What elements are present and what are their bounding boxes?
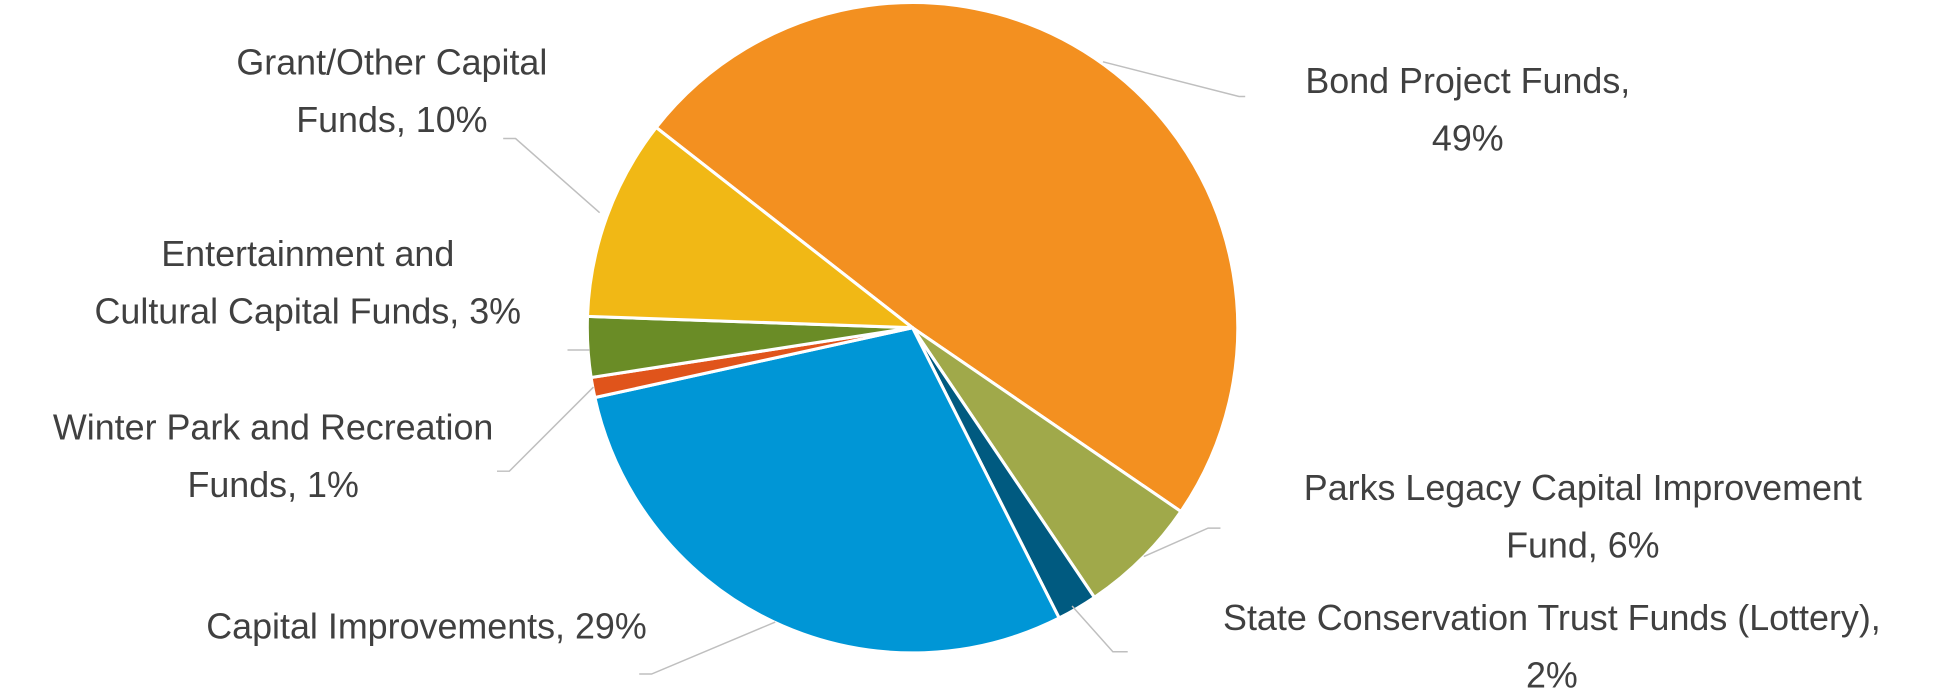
pie-slice: [585, 125, 918, 330]
plot: Bond Project Funds, 49% Parks Legacy Capit…: [53, 0, 1881, 696]
label-line: Funds, 10%: [296, 101, 487, 141]
pie-slice: [654, 0, 1240, 514]
leader-line: [1071, 605, 1128, 653]
data-label: State Conservation Trust Funds (Lottery)…: [1223, 598, 1881, 696]
pie-slice: [593, 325, 1062, 655]
label-line: Fund, 6%: [1506, 526, 1660, 566]
data-label: Grant/Other Capital Funds, 10%: [236, 43, 547, 141]
label-line: 2%: [1526, 656, 1578, 696]
label-line: 49%: [1432, 119, 1504, 159]
leader-line: [639, 621, 776, 675]
leader-line: [496, 386, 594, 472]
label-line: Grant/Other Capital: [236, 43, 547, 83]
label-line: Capital Improvements, 29%: [206, 607, 646, 647]
leader-line: [1102, 61, 1246, 98]
data-label: Capital Improvements, 29%: [206, 607, 646, 647]
label-line: Bond Project Funds,: [1305, 62, 1630, 102]
label-line: Winter Park and Recreation: [53, 408, 493, 448]
label-line: State Conservation Trust Funds (Lottery)…: [1223, 598, 1881, 638]
label-line: Entertainment and: [161, 235, 454, 275]
data-label: Parks Legacy Capital Improvement Fund, 6%: [1304, 468, 1862, 566]
leader-line: [1143, 527, 1221, 558]
data-label: Bond Project Funds, 49%: [1305, 62, 1630, 160]
pie-slice: [911, 326, 1184, 600]
label-line: Funds, 1%: [187, 465, 358, 505]
leader-line: [503, 137, 601, 214]
label-line: Parks Legacy Capital Improvement: [1304, 468, 1862, 508]
data-label: Entertainment and Cultural Capital Funds,…: [95, 235, 522, 333]
label-line: Cultural Capital Funds, 3%: [95, 292, 522, 332]
data-label: Winter Park and Recreation Funds, 1%: [53, 408, 493, 506]
slices: [585, 0, 1240, 655]
